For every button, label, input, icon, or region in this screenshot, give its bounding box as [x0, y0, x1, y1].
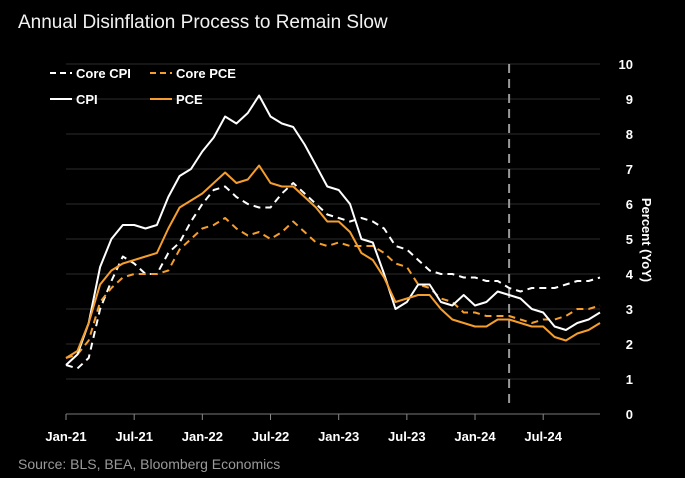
chart-title: Annual Disinflation Process to Remain Sl… — [18, 12, 388, 33]
x-tick-label: Jan-24 — [454, 429, 496, 444]
legend-label-core-pce: Core PCE — [176, 66, 236, 81]
y-tick-label: 7 — [626, 162, 633, 177]
series-line-cpi — [65, 94, 601, 366]
y-tick-label: 0 — [626, 407, 633, 422]
x-tick-label: Jan-21 — [45, 429, 86, 444]
series-line-core-pce — [65, 217, 601, 359]
x-tick-label: Jul-23 — [388, 429, 426, 444]
y-tick-label: 1 — [626, 372, 633, 387]
y-tick-label: 10 — [619, 57, 633, 72]
y-tick-label: 3 — [626, 302, 633, 317]
x-tick-label: Jan-23 — [318, 429, 359, 444]
series-line-core-cpi — [65, 182, 601, 370]
x-tick-label: Jul-24 — [524, 429, 562, 444]
x-tick-label: Jul-21 — [115, 429, 153, 444]
legend-label-pce: PCE — [176, 92, 203, 107]
legend-label-core-cpi: Core CPI — [76, 66, 131, 81]
y-axis-label: Percent (YoY) — [639, 198, 654, 282]
legend-label-cpi: CPI — [76, 92, 98, 107]
y-tick-label: 2 — [626, 337, 633, 352]
y-tick-label: 5 — [626, 232, 633, 247]
y-tick-label: 9 — [626, 92, 633, 107]
y-tick-label: 6 — [626, 197, 633, 212]
y-tick-label: 4 — [626, 267, 634, 282]
y-tick-label: 8 — [626, 127, 633, 142]
x-tick-label: Jan-22 — [182, 429, 223, 444]
source-note: Source: BLS, BEA, Bloomberg Economics — [18, 456, 281, 472]
series-line-pce — [65, 164, 601, 359]
x-tick-label: Jul-22 — [252, 429, 290, 444]
